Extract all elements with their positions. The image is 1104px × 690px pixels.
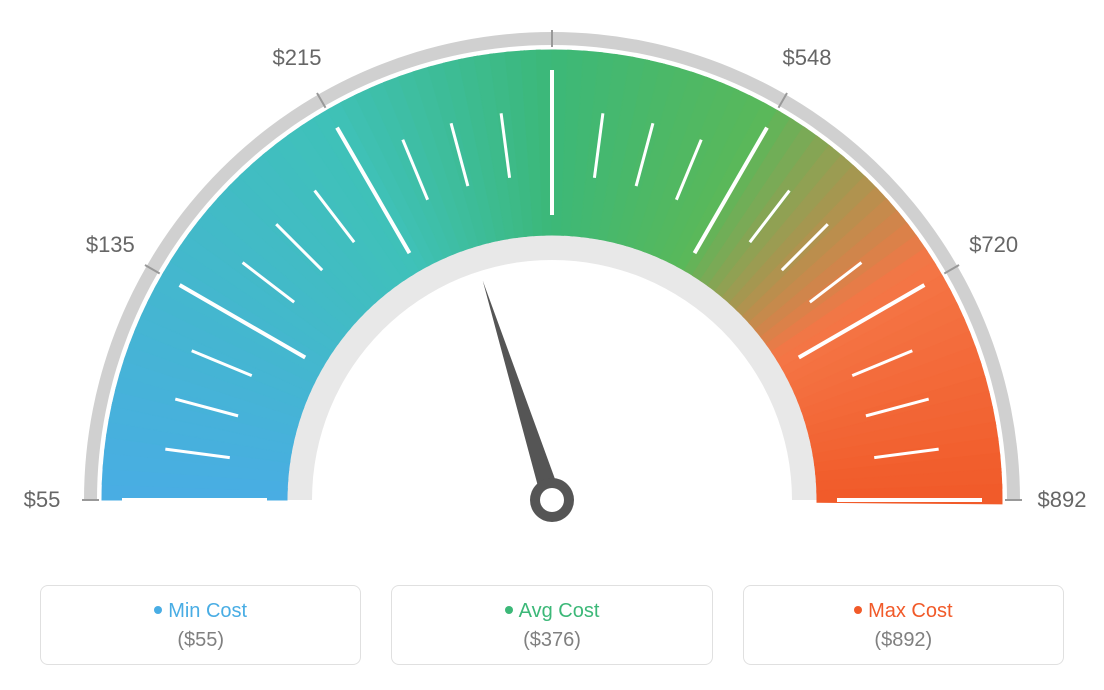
gauge-tick-label: $720 bbox=[969, 232, 1018, 258]
legend-dot-icon bbox=[505, 606, 513, 614]
legend-title: Avg Cost bbox=[392, 600, 711, 623]
legend-dot-icon bbox=[154, 606, 162, 614]
legend-title: Max Cost bbox=[744, 600, 1063, 623]
legend-box: Min Cost ($55) bbox=[40, 585, 361, 665]
legend-value: ($892) bbox=[744, 629, 1063, 652]
gauge-tick-label: $376 bbox=[528, 0, 577, 3]
legend-label: Max Cost bbox=[868, 600, 952, 622]
gauge-tick-label: $892 bbox=[1038, 487, 1087, 513]
legend-row: Min Cost ($55) Avg Cost ($376) Max Cost ($892… bbox=[40, 585, 1064, 665]
legend-label: Avg Cost bbox=[519, 600, 600, 622]
legend-title: Min Cost bbox=[41, 600, 360, 623]
gauge-tick-label: $135 bbox=[86, 232, 135, 258]
gauge-tick-label: $548 bbox=[783, 45, 832, 71]
gauge-tick-label: $55 bbox=[24, 487, 61, 513]
legend-label: Min Cost bbox=[168, 600, 247, 622]
legend-dot-icon bbox=[854, 606, 862, 614]
gauge-svg bbox=[0, 0, 1104, 560]
gauge-tick-label: $215 bbox=[273, 45, 322, 71]
legend-box: Avg Cost ($376) bbox=[391, 585, 712, 665]
gauge-chart: $55 $135 $215 $376 $548 $720 $892 bbox=[0, 0, 1104, 560]
legend-value: ($376) bbox=[392, 629, 711, 652]
legend-box: Max Cost ($892) bbox=[743, 585, 1064, 665]
legend-value: ($55) bbox=[41, 629, 360, 652]
